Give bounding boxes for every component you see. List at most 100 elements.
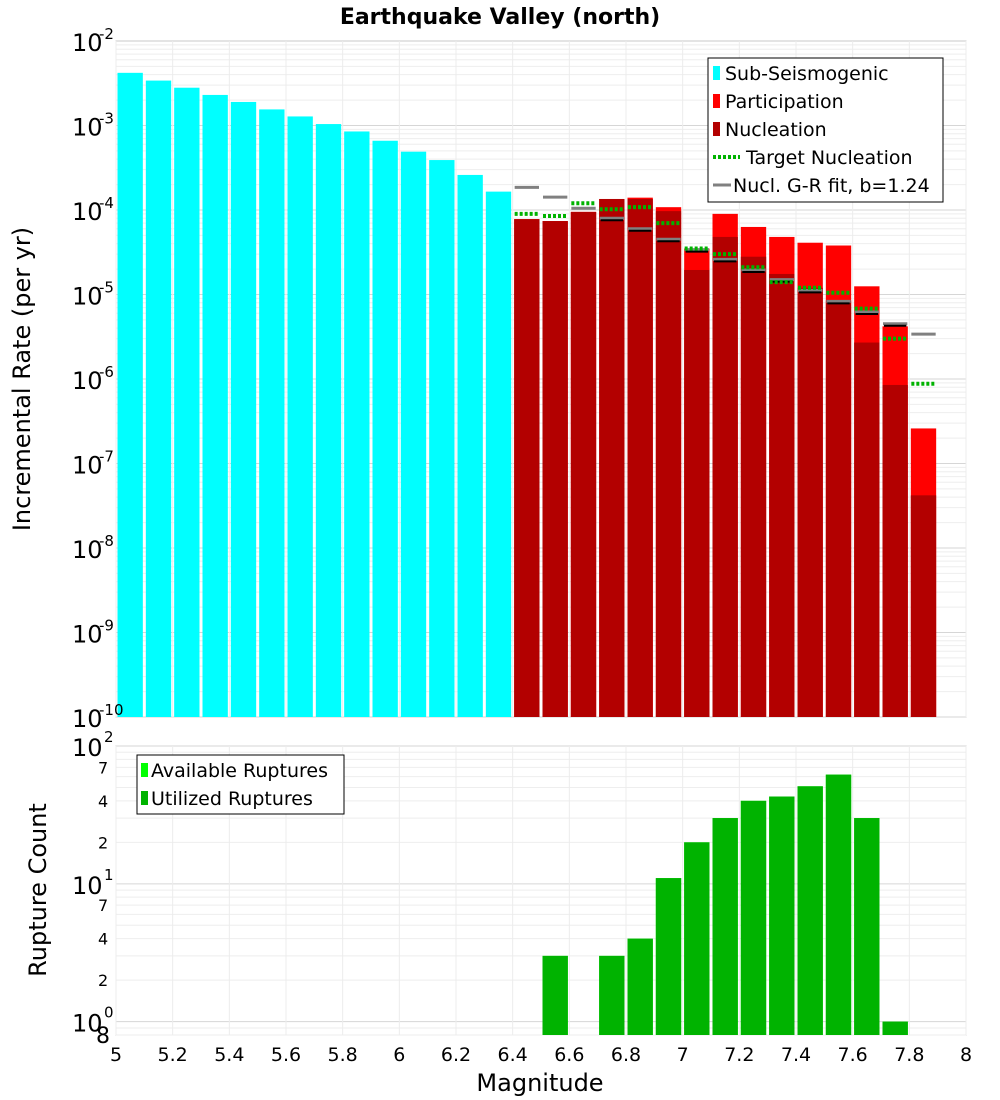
x-tick-label: 7.6 — [838, 1044, 868, 1066]
nucleation-bar — [740, 256, 767, 717]
sub-seismogenic-bar — [287, 116, 313, 718]
nucleation-bar — [910, 495, 937, 717]
utilized-ruptures-bar — [740, 800, 767, 1035]
sub-seismogenic-bar — [400, 151, 427, 717]
nucleation-bar — [712, 236, 738, 717]
bottom-y-tick-mantissa: 10 — [72, 734, 103, 762]
utilized-ruptures-bar — [627, 938, 653, 1035]
nucleation-bar — [882, 384, 908, 717]
legend-label-target-nucleation: Target Nucleation — [745, 147, 913, 169]
bottom-legend-box — [136, 754, 345, 815]
nucleation-bar — [769, 273, 795, 717]
x-tick-label: 5 — [110, 1044, 122, 1066]
sub-seismogenic-bar — [145, 80, 172, 718]
nucleation-bar — [684, 269, 710, 717]
top-y-tick-mantissa: 10 — [72, 367, 103, 395]
top-y-tick-exponent: -4 — [99, 194, 114, 212]
x-axis-label: Magnitude — [476, 1069, 603, 1097]
top-y-tick-mantissa: 10 — [72, 536, 103, 564]
nucleation-bar — [797, 287, 823, 717]
legend-swatch-sub-seismogenic — [713, 66, 720, 80]
top-y-axis-label: Incremental Rate (per yr) — [8, 227, 36, 531]
top-y-tick-mantissa: 10 — [72, 283, 103, 311]
legend-swatch-utilized — [141, 791, 148, 805]
legend-label-sub-seismogenic: Sub-Seismogenic — [725, 63, 889, 85]
top-y-tick-exponent: -2 — [99, 25, 114, 43]
bottom-y-minor-label: 7 — [98, 896, 108, 915]
utilized-ruptures-bar — [882, 1021, 908, 1035]
legend-label-utilized: Utilized Ruptures — [151, 788, 313, 810]
nucleation-bar — [854, 342, 880, 717]
nucleation-bar — [599, 198, 625, 717]
sub-seismogenic-bar — [485, 191, 512, 717]
top-y-tick-exponent: -5 — [99, 279, 114, 297]
nucleation-bar — [514, 219, 540, 717]
top-bars — [117, 72, 937, 718]
top-y-tick-mantissa: 10 — [72, 621, 103, 649]
sub-seismogenic-bar — [315, 124, 342, 718]
utilized-ruptures-bar — [542, 955, 568, 1035]
nucleation-bar — [542, 221, 568, 717]
x-tick-label: 7.2 — [724, 1044, 754, 1066]
utilized-ruptures-bar — [854, 818, 880, 1035]
utilized-ruptures-bar — [684, 842, 710, 1035]
x-tick-label: 6 — [393, 1044, 405, 1066]
bottom-y-tick-mantissa: 10 — [72, 872, 103, 900]
bottom-y-tick-exponent: 1 — [104, 866, 114, 884]
nucleation-bar — [655, 211, 682, 717]
sub-seismogenic-bar — [429, 160, 455, 717]
top-y-tick-mantissa: 10 — [72, 198, 103, 226]
x-tick-label: 7 — [677, 1044, 689, 1066]
sub-seismogenic-bar — [372, 140, 398, 717]
bottom-y-minor-label: 2 — [98, 971, 108, 990]
bottom-y-minor-label: 8 — [96, 1024, 110, 1049]
top-y-tick-exponent: -3 — [99, 110, 114, 128]
bottom-y-tick-exponent: 0 — [104, 1004, 114, 1022]
sub-seismogenic-bar — [230, 101, 257, 718]
x-tick-label: 8 — [960, 1044, 972, 1066]
legend-label-nucleation: Nucleation — [725, 119, 827, 141]
x-tick-label: 7.8 — [894, 1044, 924, 1066]
x-tick-label: 6.4 — [498, 1044, 528, 1066]
bottom-y-tick-exponent: 2 — [104, 728, 114, 746]
utilized-ruptures-bar — [599, 955, 625, 1035]
bottom-y-axis-label: Rupture Count — [24, 803, 52, 977]
top-legend-box — [707, 57, 944, 203]
x-tick-label: 6.8 — [611, 1044, 641, 1066]
utilized-ruptures-bar — [655, 878, 682, 1035]
sub-seismogenic-bar — [259, 109, 285, 717]
top-y-tick-mantissa: 10 — [72, 705, 103, 733]
bottom-y-minor-label: 4 — [98, 930, 108, 949]
sub-seismogenic-bar — [457, 174, 483, 717]
x-tick-label: 5.6 — [271, 1044, 301, 1066]
x-tick-label: 5.4 — [214, 1044, 244, 1066]
sub-seismogenic-bar — [117, 72, 143, 717]
x-tick-label: 6.6 — [554, 1044, 584, 1066]
legend-label-available: Available Ruptures — [151, 760, 328, 782]
nucleation-bar — [825, 300, 852, 717]
bottom-legend: Available Ruptures Utilized Ruptures — [136, 754, 345, 815]
top-y-tick-exponent: -10 — [99, 701, 124, 719]
bottom-bars — [542, 774, 908, 1035]
nucleation-bar — [570, 211, 597, 717]
utilized-ruptures-bar — [712, 818, 738, 1035]
top-y-tick-mantissa: 10 — [72, 29, 103, 57]
sub-seismogenic-bar — [344, 131, 370, 717]
nucleation-bar — [627, 198, 653, 717]
legend-swatch-available — [141, 763, 148, 777]
legend-swatch-participation — [713, 94, 720, 108]
x-axis-ticks: 5 5.2 5.4 5.6 5.8 6 6.2 6.4 6.6 6.8 7 7.2 7.4 7.6 7.8 8 — [110, 1044, 972, 1066]
legend-swatch-nucleation — [713, 122, 720, 136]
top-y-tick-mantissa: 10 — [72, 452, 103, 480]
utilized-ruptures-bar — [769, 796, 795, 1035]
top-y-tick-exponent: -6 — [99, 363, 114, 381]
top-y-tick-exponent: -7 — [99, 448, 114, 466]
x-tick-label: 5.8 — [328, 1044, 358, 1066]
sub-seismogenic-bar — [202, 94, 228, 717]
sub-seismogenic-bar — [174, 87, 200, 717]
top-legend: Sub-Seismogenic Participation Nucleation… — [707, 57, 944, 203]
